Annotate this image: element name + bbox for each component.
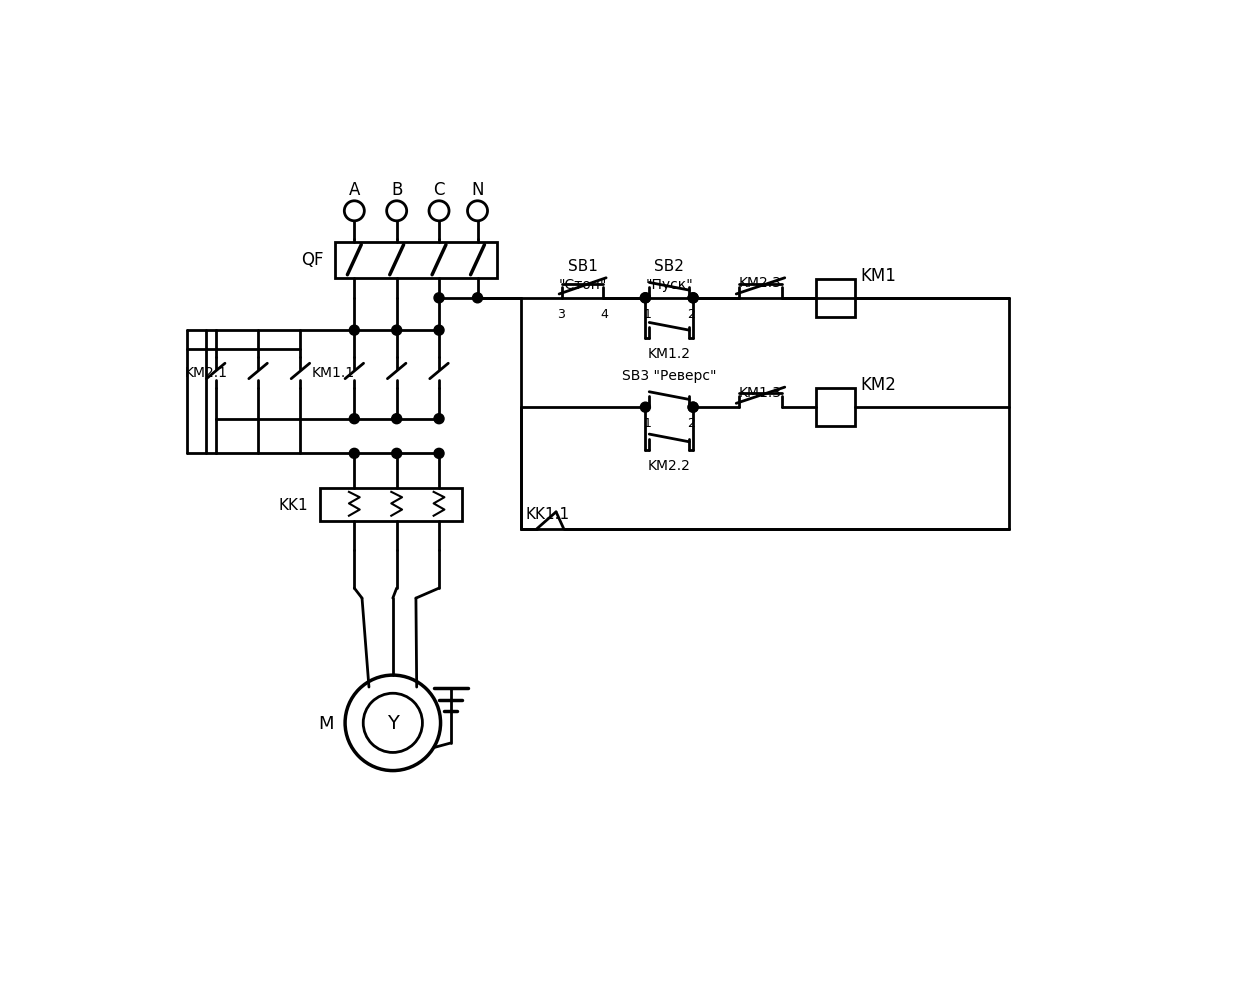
Text: 1: 1 xyxy=(644,416,652,429)
Text: 2: 2 xyxy=(686,307,695,320)
Bar xyxy=(320,488,462,522)
Circle shape xyxy=(392,326,401,336)
Text: 4: 4 xyxy=(601,307,608,320)
Circle shape xyxy=(641,403,650,413)
Text: SB2: SB2 xyxy=(654,258,684,273)
Text: M: M xyxy=(318,714,333,733)
Text: C: C xyxy=(434,181,445,199)
Bar xyxy=(817,389,855,427)
Circle shape xyxy=(641,293,650,303)
Text: KK1: KK1 xyxy=(279,498,309,513)
Circle shape xyxy=(349,414,359,424)
Text: KM2: KM2 xyxy=(860,376,896,394)
Circle shape xyxy=(392,414,401,424)
Text: KM1.1: KM1.1 xyxy=(312,366,356,380)
Text: A: A xyxy=(348,181,361,199)
Text: 1: 1 xyxy=(644,307,652,320)
Text: Y: Y xyxy=(387,714,399,733)
Circle shape xyxy=(434,326,444,336)
Circle shape xyxy=(392,449,401,459)
Text: QF: QF xyxy=(301,251,323,269)
Circle shape xyxy=(641,293,650,303)
Text: "Пуск": "Пуск" xyxy=(646,277,693,291)
Text: 3: 3 xyxy=(556,307,565,320)
Text: KM2.3: KM2.3 xyxy=(738,276,782,290)
Bar xyxy=(817,279,855,318)
Text: KM1: KM1 xyxy=(860,266,896,284)
Text: 2: 2 xyxy=(686,416,695,429)
Text: KM2.2: KM2.2 xyxy=(648,458,690,472)
Circle shape xyxy=(349,449,359,459)
Circle shape xyxy=(688,403,698,413)
Circle shape xyxy=(434,414,444,424)
Circle shape xyxy=(349,326,359,336)
Text: KK1.1: KK1.1 xyxy=(525,506,570,522)
Text: KM1.2: KM1.2 xyxy=(648,347,691,361)
Text: N: N xyxy=(471,181,483,199)
Circle shape xyxy=(434,293,444,303)
Circle shape xyxy=(434,449,444,459)
Text: SB1: SB1 xyxy=(567,258,597,273)
Circle shape xyxy=(688,293,698,303)
Text: KM2.1: KM2.1 xyxy=(185,366,228,380)
Text: "Стоп": "Стоп" xyxy=(559,277,607,291)
Bar xyxy=(335,243,497,278)
Text: B: B xyxy=(392,181,403,199)
Text: KM1.3: KM1.3 xyxy=(738,386,782,400)
Text: SB3 "Реверс": SB3 "Реверс" xyxy=(622,369,716,383)
Circle shape xyxy=(688,403,698,413)
Circle shape xyxy=(688,293,698,303)
Circle shape xyxy=(472,293,482,303)
